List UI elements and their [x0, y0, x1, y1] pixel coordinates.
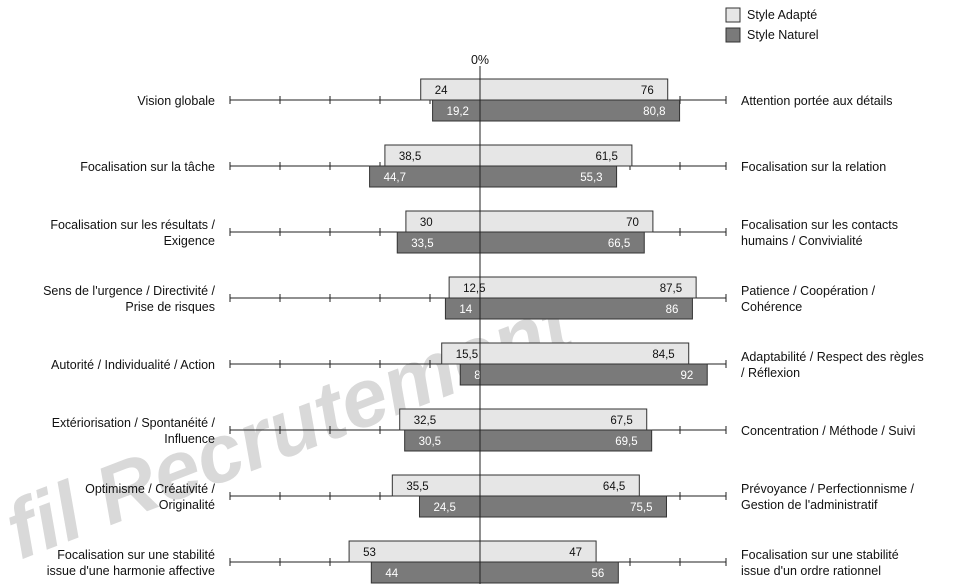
- value-label-adapte-right: 61,5: [596, 151, 618, 163]
- category-label-left: Optimisme / Créativité /: [85, 482, 215, 496]
- category-label-left: Sens de l'urgence / Directivité /: [43, 284, 215, 298]
- bars-group: 24 76 19,2 80,8 38,5 61,5 44,7 55,3 30 70 33,5 66,5…: [348, 78, 708, 584]
- legend-label-adapte: Style Adapté: [747, 8, 817, 22]
- value-label-naturel-left: 24,5: [433, 502, 455, 514]
- bar-naturel: [418, 495, 667, 518]
- value-label-naturel-right: 92: [680, 370, 693, 382]
- value-label-naturel-left: 44: [385, 568, 398, 580]
- category-label-right: Patience / Coopération /: [741, 284, 876, 298]
- bar-naturel: [432, 99, 681, 122]
- category-label-left: Focalisation sur une stabilité: [57, 548, 215, 562]
- bar-naturel: [370, 561, 619, 584]
- category-label-left: Prise de risques: [125, 300, 215, 314]
- category-label-right: Focalisation sur les contacts: [741, 218, 898, 232]
- value-label-adapte-right: 87,5: [660, 283, 682, 295]
- value-label-adapte-right: 84,5: [652, 349, 674, 361]
- value-label-naturel-right: 56: [592, 568, 605, 580]
- bar-adapte: [348, 540, 597, 563]
- category-label-right: Cohérence: [741, 300, 802, 314]
- value-label-adapte-left: 24: [435, 85, 448, 97]
- value-label-naturel-left: 33,5: [411, 238, 433, 250]
- value-label-naturel-right: 86: [666, 304, 679, 316]
- legend-swatch-naturel: [725, 27, 741, 43]
- category-label-left: Focalisation sur les résultats /: [50, 218, 215, 232]
- bar-naturel: [396, 231, 645, 254]
- value-label-adapte-left: 35,5: [406, 481, 428, 493]
- category-label-right: Focalisation sur la relation: [741, 160, 886, 174]
- category-label-left: issue d'une harmonie affective: [47, 564, 215, 578]
- bar-adapte: [420, 78, 669, 101]
- category-label-left: Extériorisation / Spontanéité /: [52, 416, 216, 430]
- legend-label-naturel: Style Naturel: [747, 28, 819, 42]
- value-label-adapte-left: 15,5: [456, 349, 478, 361]
- category-label-left: Autorité / Individualité / Action: [51, 358, 215, 372]
- category-label-right: Prévoyance / Perfectionnisme /: [741, 482, 915, 496]
- value-label-adapte-right: 67,5: [610, 415, 632, 427]
- value-label-adapte-left: 53: [363, 547, 376, 559]
- bar-naturel: [369, 165, 618, 188]
- value-label-adapte-right: 64,5: [603, 481, 625, 493]
- value-label-adapte-right: 76: [641, 85, 654, 97]
- value-label-naturel-left: 8: [474, 370, 480, 382]
- category-label-left: Focalisation sur la tâche: [80, 160, 215, 174]
- value-label-naturel-left: 30,5: [419, 436, 441, 448]
- category-label-right: humains / Convivialité: [741, 234, 863, 248]
- category-label-left: Exigence: [164, 234, 215, 248]
- center-label: 0%: [471, 53, 489, 67]
- value-label-naturel-left: 14: [459, 304, 472, 316]
- category-label-left: Originalité: [159, 498, 215, 512]
- category-labels-group: Vision globale Attention portée aux détai…: [43, 94, 924, 578]
- value-label-naturel-right: 75,5: [630, 502, 652, 514]
- category-label-right: Attention portée aux détails: [741, 94, 893, 108]
- category-label-right: issue d'un ordre rationnel: [741, 564, 881, 578]
- bar-naturel: [444, 297, 693, 320]
- legend: Style Adapté Style Naturel: [725, 7, 819, 43]
- value-label-adapte-left: 30: [420, 217, 433, 229]
- value-label-naturel-left: 19,2: [447, 106, 469, 118]
- bar-naturel: [404, 429, 653, 452]
- legend-swatch-adapte: [725, 7, 741, 23]
- value-label-adapte-right: 70: [626, 217, 639, 229]
- value-label-naturel-right: 66,5: [608, 238, 630, 250]
- bar-naturel: [459, 363, 708, 386]
- category-label-left: Vision globale: [137, 94, 215, 108]
- category-label-right: Focalisation sur une stabilité: [741, 548, 899, 562]
- value-label-adapte-left: 12,5: [463, 283, 485, 295]
- value-label-adapte-right: 47: [569, 547, 582, 559]
- bar-adapte: [405, 210, 654, 233]
- value-label-naturel-right: 69,5: [615, 436, 637, 448]
- value-label-naturel-left: 44,7: [384, 172, 406, 184]
- category-label-right: Concentration / Méthode / Suivi: [741, 424, 915, 438]
- category-label-left: Influence: [164, 432, 215, 446]
- value-label-naturel-right: 55,3: [580, 172, 602, 184]
- category-label-right: Gestion de l'administratif: [741, 498, 878, 512]
- value-label-adapte-left: 32,5: [414, 415, 436, 427]
- value-label-adapte-left: 38,5: [399, 151, 421, 163]
- category-label-right: / Réflexion: [741, 366, 800, 380]
- value-label-naturel-right: 80,8: [643, 106, 665, 118]
- category-label-right: Adaptabilité / Respect des règles: [741, 350, 924, 364]
